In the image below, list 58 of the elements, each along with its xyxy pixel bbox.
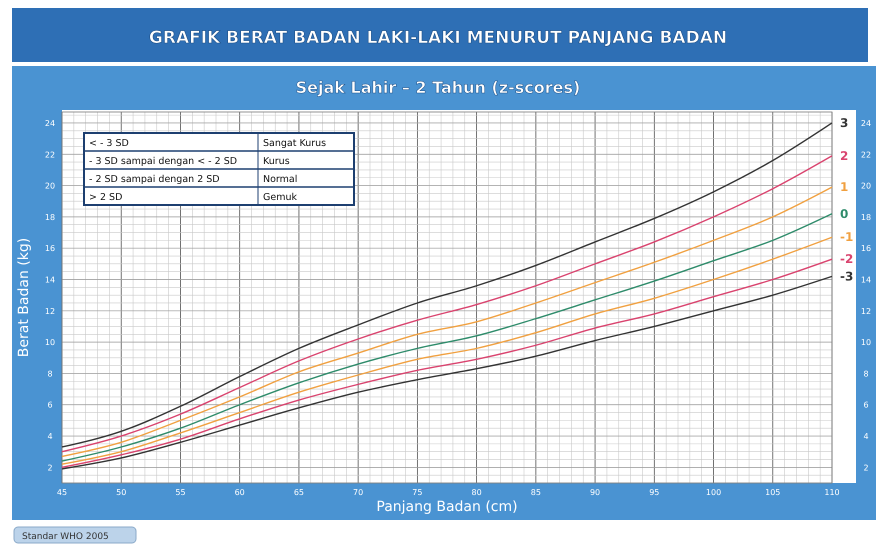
- series-label: 3: [840, 116, 848, 130]
- annotation: > 2 SD: [89, 192, 122, 203]
- annotation: < - 3 SD: [89, 138, 129, 149]
- y-axis-title: Berat Badan (kg): [16, 238, 32, 358]
- x-tick-label: 75: [412, 488, 422, 497]
- y-tick-label: 12: [44, 306, 56, 316]
- y2-tick-label: 12: [860, 306, 872, 316]
- y-tick-label: 16: [44, 244, 56, 254]
- y2-tick-label: 2: [863, 463, 869, 472]
- x-tick-label: 70: [353, 488, 364, 497]
- x-tick-label: 80: [472, 488, 482, 497]
- y2-tick-label: 4: [863, 432, 869, 442]
- series-label: -3: [840, 269, 854, 284]
- y-tick-label: 6: [47, 400, 53, 410]
- y2-tick-label: 22: [860, 150, 872, 160]
- y-tick-label: 8: [47, 369, 53, 378]
- series-label: -2: [840, 252, 854, 266]
- x-tick-label: 55: [175, 488, 186, 497]
- x-tick-label: 50: [116, 488, 126, 497]
- y2-tick-label: 6: [863, 400, 869, 410]
- y-tick-label: 10: [44, 338, 56, 348]
- series-label: 2: [840, 148, 848, 163]
- annotation: Sangat Kurus: [263, 138, 326, 149]
- y2-tick-label: 14: [860, 276, 872, 284]
- y-tick-label: 24: [44, 118, 56, 128]
- y-tick-label: 18: [44, 212, 56, 222]
- y2-tick-label: 10: [860, 338, 872, 348]
- y-tick-label: 14: [44, 276, 56, 284]
- series-label: 0: [840, 206, 848, 221]
- x-tick-label: 60: [234, 488, 245, 497]
- x-tick-label: 105: [765, 488, 780, 497]
- x-tick-label: 85: [530, 488, 541, 497]
- y2-tick-label: 8: [863, 369, 869, 378]
- annotation: - 3 SD sampai dengan < - 2 SD: [89, 156, 238, 167]
- y-tick-label: 22: [44, 150, 56, 160]
- y-tick-label: 4: [47, 432, 53, 442]
- y2-tick-label: 20: [860, 182, 872, 191]
- x-tick-label: 110: [824, 488, 840, 497]
- y2-tick-label: 24: [860, 118, 872, 128]
- annotation: Kurus: [263, 156, 290, 167]
- y-tick-label: 2: [47, 463, 53, 472]
- x-axis-title: Panjang Badan (cm): [376, 499, 518, 515]
- chart-title: GRAFIK BERAT BADAN LAKI-LAKI MENURUT PANJANG BADAN: [148, 28, 728, 48]
- annotation: - 2 SD sampai dengan 2 SD: [89, 174, 220, 185]
- x-tick-label: 100: [706, 488, 722, 497]
- annotation: Gemuk: [263, 192, 298, 203]
- y2-tick-label: 16: [860, 244, 872, 254]
- series-label: 1: [840, 180, 848, 194]
- chart-subtitle: Sejak Lahir – 2 Tahun (z-scores): [296, 78, 580, 97]
- x-tick-label: 65: [294, 488, 304, 497]
- x-tick-label: 95: [649, 488, 660, 497]
- y2-tick-label: 18: [860, 212, 872, 222]
- series-label: -1: [840, 230, 854, 244]
- footer-button: Standar WHO 2005: [14, 526, 136, 544]
- x-tick-label: 90: [590, 488, 600, 497]
- y-tick-label: 20: [44, 182, 56, 191]
- annotation: Normal: [263, 174, 298, 185]
- x-tick-label: 45: [56, 488, 68, 497]
